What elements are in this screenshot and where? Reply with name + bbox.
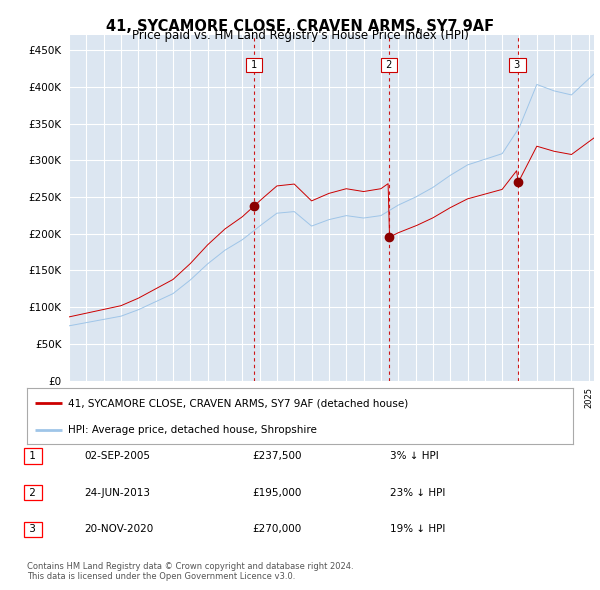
Text: This data is licensed under the Open Government Licence v3.0.: This data is licensed under the Open Gov…	[27, 572, 295, 581]
Text: £195,000: £195,000	[252, 488, 301, 497]
Text: 3: 3	[511, 60, 524, 70]
Text: 20-NOV-2020: 20-NOV-2020	[84, 525, 153, 534]
Text: Contains HM Land Registry data © Crown copyright and database right 2024.: Contains HM Land Registry data © Crown c…	[27, 562, 353, 571]
Text: 41, SYCAMORE CLOSE, CRAVEN ARMS, SY7 9AF: 41, SYCAMORE CLOSE, CRAVEN ARMS, SY7 9AF	[106, 19, 494, 34]
Text: 1: 1	[26, 451, 40, 461]
Text: 19% ↓ HPI: 19% ↓ HPI	[390, 525, 445, 534]
Text: HPI: Average price, detached house, Shropshire: HPI: Average price, detached house, Shro…	[68, 425, 317, 435]
Text: 3% ↓ HPI: 3% ↓ HPI	[390, 451, 439, 461]
Text: 24-JUN-2013: 24-JUN-2013	[84, 488, 150, 497]
Text: 2: 2	[26, 488, 40, 497]
Text: 23% ↓ HPI: 23% ↓ HPI	[390, 488, 445, 497]
Text: 3: 3	[26, 525, 40, 534]
Text: 2: 2	[383, 60, 395, 70]
Text: 02-SEP-2005: 02-SEP-2005	[84, 451, 150, 461]
Text: £237,500: £237,500	[252, 451, 302, 461]
Text: 41, SYCAMORE CLOSE, CRAVEN ARMS, SY7 9AF (detached house): 41, SYCAMORE CLOSE, CRAVEN ARMS, SY7 9AF…	[68, 398, 408, 408]
Text: 1: 1	[248, 60, 260, 70]
Text: £270,000: £270,000	[252, 525, 301, 534]
Text: Price paid vs. HM Land Registry's House Price Index (HPI): Price paid vs. HM Land Registry's House …	[131, 30, 469, 42]
